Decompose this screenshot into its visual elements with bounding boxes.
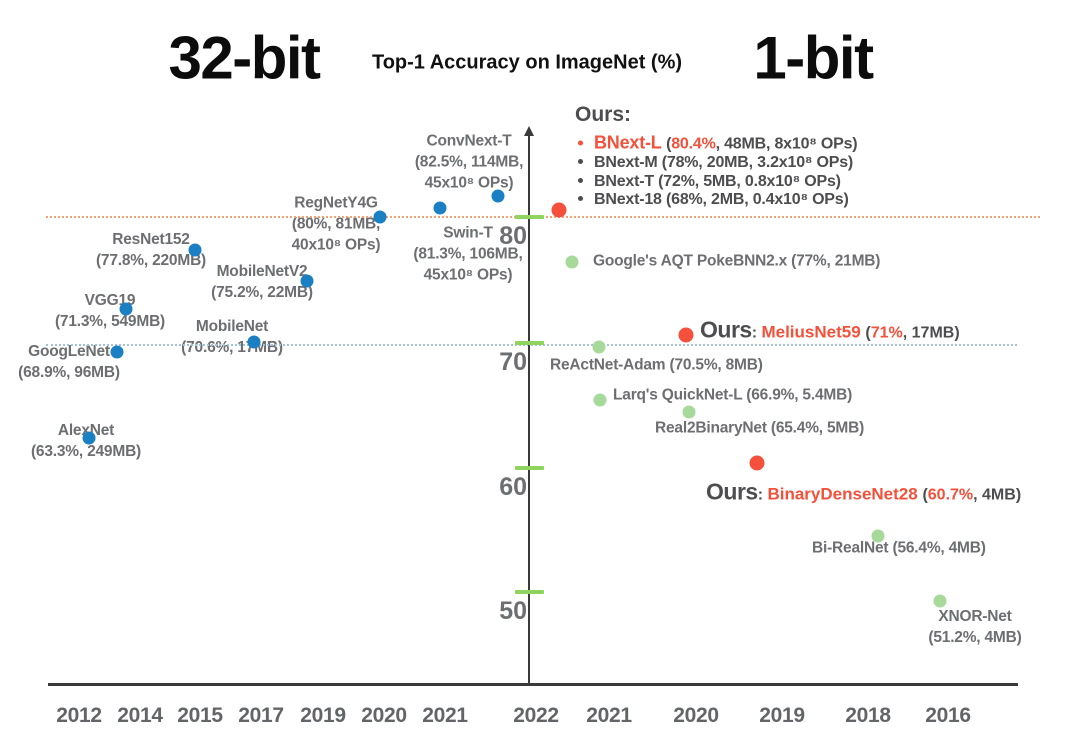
bullet-icon bbox=[578, 178, 583, 184]
data-point-real2binarynet bbox=[682, 405, 696, 419]
legend-model-name: BNext-L bbox=[594, 132, 667, 153]
annotation-accuracy-value: 71% bbox=[870, 324, 903, 342]
bullet-icon bbox=[578, 140, 583, 146]
x-axis-line bbox=[48, 683, 1018, 686]
annotation-model-name: BinaryDenseNet28 bbox=[767, 484, 923, 504]
y-tick-label-70: 70 bbox=[499, 348, 527, 376]
legend-item-text: BNext-M (78%, 20MB, 3.2x10⁸ OPs) bbox=[594, 154, 854, 171]
reference-line-meliusnet59 bbox=[46, 344, 1017, 346]
y-tick-label-50: 50 bbox=[499, 597, 527, 625]
data-point-mobilenet bbox=[247, 335, 261, 349]
annotation-binarydensenet28: Ours: BinaryDenseNet28 (60.7%, 4MB) bbox=[706, 479, 1021, 506]
label-convnext-t: ConvNext-T (82.5%, 114MB, 45x10⁸ OPs) bbox=[414, 132, 524, 192]
x-tick-label-0: 2012 bbox=[56, 704, 102, 727]
label-reactnet-adam: ReActNet-Adam (70.5%, 8MB) bbox=[550, 356, 763, 374]
label-real2binarynet: Real2BinaryNet (65.4%, 5MB) bbox=[655, 419, 865, 437]
right-panel-title: 1-bit bbox=[753, 24, 874, 92]
x-tick-label-10: 2019 bbox=[759, 704, 805, 727]
annotation-model-name: MeliusNet59 bbox=[761, 322, 866, 342]
data-point-meliusnet59 bbox=[678, 327, 694, 343]
label-alexnet: AlexNet (63.3%, 249MB) bbox=[30, 422, 142, 460]
data-point-mobilenetv2 bbox=[300, 274, 314, 288]
data-point-swin-t bbox=[433, 201, 447, 215]
data-point-regnety4g bbox=[373, 210, 387, 224]
annotation-meliusnet59: Ours: MeliusNet59 (71%, 17MB) bbox=[700, 317, 960, 344]
y-axis-line bbox=[528, 136, 530, 685]
label-mobilenetv2: MobileNetV2 (75.2%, 22MB) bbox=[211, 263, 313, 301]
x-tick-label-5: 2020 bbox=[361, 704, 407, 727]
annotation-colon: : bbox=[757, 486, 768, 504]
y-tick-80 bbox=[515, 215, 544, 219]
data-point-bnext-l bbox=[551, 202, 567, 218]
x-tick-label-2: 2015 bbox=[177, 704, 223, 727]
x-tick-label-9: 2020 bbox=[673, 704, 719, 727]
annotation-colon: : bbox=[751, 324, 762, 342]
annotation-details: , 17MB) bbox=[902, 324, 960, 342]
label-regnety4g: RegNetY4G (80%, 81MB, 40x10⁸ OPs) bbox=[291, 194, 381, 254]
x-tick-label-6: 2021 bbox=[422, 704, 468, 727]
x-tick-label-11: 2018 bbox=[845, 704, 891, 727]
data-point-vgg19 bbox=[119, 302, 133, 316]
data-point-xnor-net bbox=[933, 594, 947, 608]
chart-title: Top-1 Accuracy on ImageNet (%) bbox=[371, 51, 683, 74]
legend-item-bnext-l: BNext-L (80.4%, 48MB, 8x10⁸ OPs) bbox=[578, 132, 858, 154]
data-point-alexnet bbox=[82, 431, 96, 445]
legend-item-bnext-18: BNext-18 (68%, 2MB, 0.4x10⁸ OPs) bbox=[578, 191, 849, 209]
legend-item-text: BNext-T (72%, 5MB, 0.8x10⁸ OPs) bbox=[594, 173, 841, 190]
annotation-prefix: Ours bbox=[706, 478, 758, 505]
annotation-paren: ( bbox=[865, 324, 871, 342]
legend-heading: Ours: bbox=[575, 103, 632, 126]
data-point-larq-s-quicknet-l bbox=[593, 393, 607, 407]
label-larq-s-quicknet-l: Larq's QuickNet-L (66.9%, 5.4MB) bbox=[613, 386, 853, 404]
label-googlenet: GoogLeNet (68.9%, 96MB) bbox=[18, 343, 120, 381]
y-tick-50 bbox=[515, 590, 544, 594]
x-tick-label-12: 2016 bbox=[925, 704, 971, 727]
y-axis-arrow-icon bbox=[524, 126, 534, 136]
y-tick-70 bbox=[515, 341, 544, 345]
y-tick-label-80: 80 bbox=[499, 222, 527, 250]
x-tick-label-8: 2021 bbox=[586, 704, 632, 727]
x-tick-label-7: 2022 bbox=[513, 704, 559, 727]
legend-accuracy-value: 80.4% bbox=[671, 135, 716, 153]
label-swin-t: Swin-T (81.3%, 106MB, 45x10⁸ OPs) bbox=[413, 224, 523, 284]
label-bi-realnet: Bi-RealNet (56.4%, 4MB) bbox=[812, 539, 986, 557]
legend-item-bnext-m: BNext-M (78%, 20MB, 3.2x10⁸ OPs) bbox=[578, 154, 853, 172]
label-mobilenet: MobileNet (70.6%, 17MB) bbox=[181, 318, 283, 356]
x-tick-label-1: 2014 bbox=[117, 704, 163, 727]
x-tick-label-4: 2019 bbox=[300, 704, 346, 727]
bullet-icon bbox=[578, 159, 583, 165]
y-tick-60 bbox=[515, 466, 544, 470]
x-tick-label-3: 2017 bbox=[238, 704, 284, 727]
legend-item-text: BNext-18 (68%, 2MB, 0.4x10⁸ OPs) bbox=[594, 191, 849, 208]
annotation-paren: ( bbox=[922, 486, 928, 504]
data-point-binarydensenet28 bbox=[749, 455, 765, 471]
legend-item-bnext-t: BNext-T (72%, 5MB, 0.8x10⁸ OPs) bbox=[578, 173, 841, 191]
data-point-google-s-aqt-pokebnn2-x bbox=[565, 255, 579, 269]
data-point-googlenet bbox=[110, 345, 124, 359]
data-point-resnet152 bbox=[188, 243, 202, 257]
label-vgg19: VGG19 (71.3%, 549MB) bbox=[54, 292, 166, 330]
bullet-icon bbox=[578, 196, 583, 202]
label-xnor-net: XNOR-Net (51.2%, 4MB) bbox=[928, 608, 1022, 646]
label-google-s-aqt-pokebnn2-x: Google's AQT PokeBNN2.x (77%, 21MB) bbox=[593, 252, 881, 270]
left-panel-title: 32-bit bbox=[168, 24, 321, 92]
y-tick-label-60: 60 bbox=[499, 473, 527, 501]
annotation-prefix: Ours bbox=[700, 316, 752, 343]
annotation-accuracy-value: 60.7% bbox=[927, 486, 974, 504]
data-point-bi-realnet bbox=[871, 529, 885, 543]
legend-details: , 48MB, 8x10⁸ OPs) bbox=[715, 135, 858, 153]
data-point-convnext-t bbox=[491, 189, 505, 203]
legend-paren: ( bbox=[666, 135, 672, 153]
data-point-reactnet-adam bbox=[592, 340, 606, 354]
annotation-details: , 4MB) bbox=[973, 486, 1022, 504]
